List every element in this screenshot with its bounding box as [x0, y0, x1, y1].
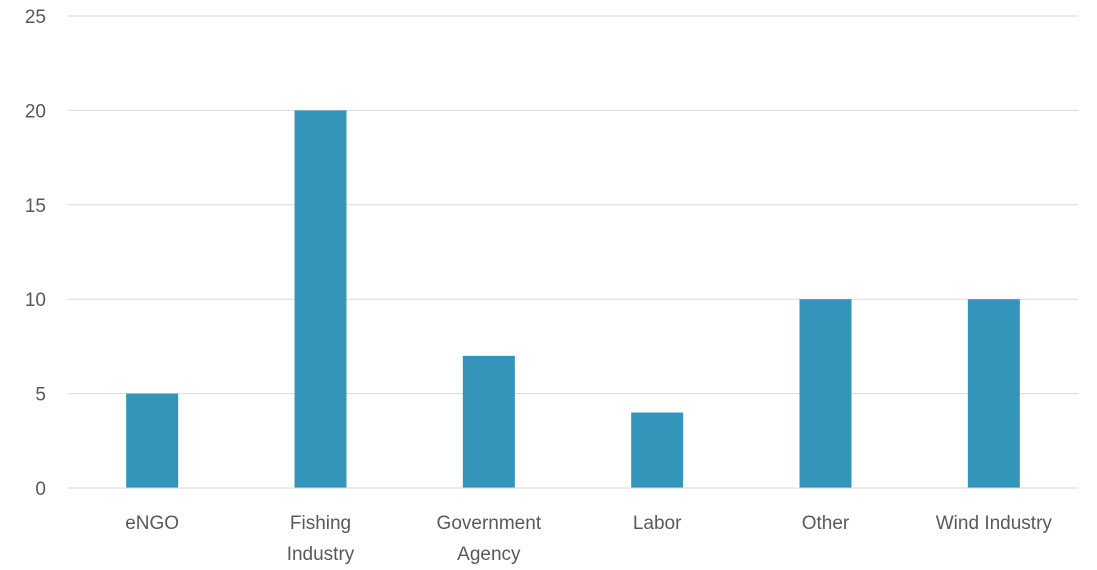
bar-4 — [799, 299, 852, 488]
x-category-label: eNGO — [125, 513, 179, 534]
bar-5 — [967, 299, 1020, 488]
y-tick-label: 10 — [25, 290, 46, 311]
x-category-label: Other — [802, 513, 850, 534]
bar-0 — [126, 393, 179, 488]
gridlines — [68, 15, 1078, 395]
x-category-label: Government Agency — [437, 513, 542, 565]
y-tick-label: 5 — [35, 385, 46, 406]
y-axis-tick-labels: 0 5 10 15 20 25 — [25, 7, 46, 500]
y-tick-label: 15 — [25, 196, 46, 217]
y-tick-label: 25 — [25, 7, 46, 28]
bar-1 — [294, 110, 347, 489]
x-category-label: Wind Industry — [936, 513, 1053, 534]
x-axis-category-labels: eNGO Fishing Industry Government Agency Labor… — [125, 513, 1052, 565]
x-category-label: Fishing Industry — [287, 513, 355, 565]
bar-3 — [631, 412, 684, 488]
y-tick-label: 20 — [25, 101, 46, 122]
y-tick-label: 0 — [35, 479, 46, 500]
bar-2 — [462, 355, 515, 488]
bars — [126, 110, 1020, 489]
x-category-label: Labor — [633, 513, 682, 534]
